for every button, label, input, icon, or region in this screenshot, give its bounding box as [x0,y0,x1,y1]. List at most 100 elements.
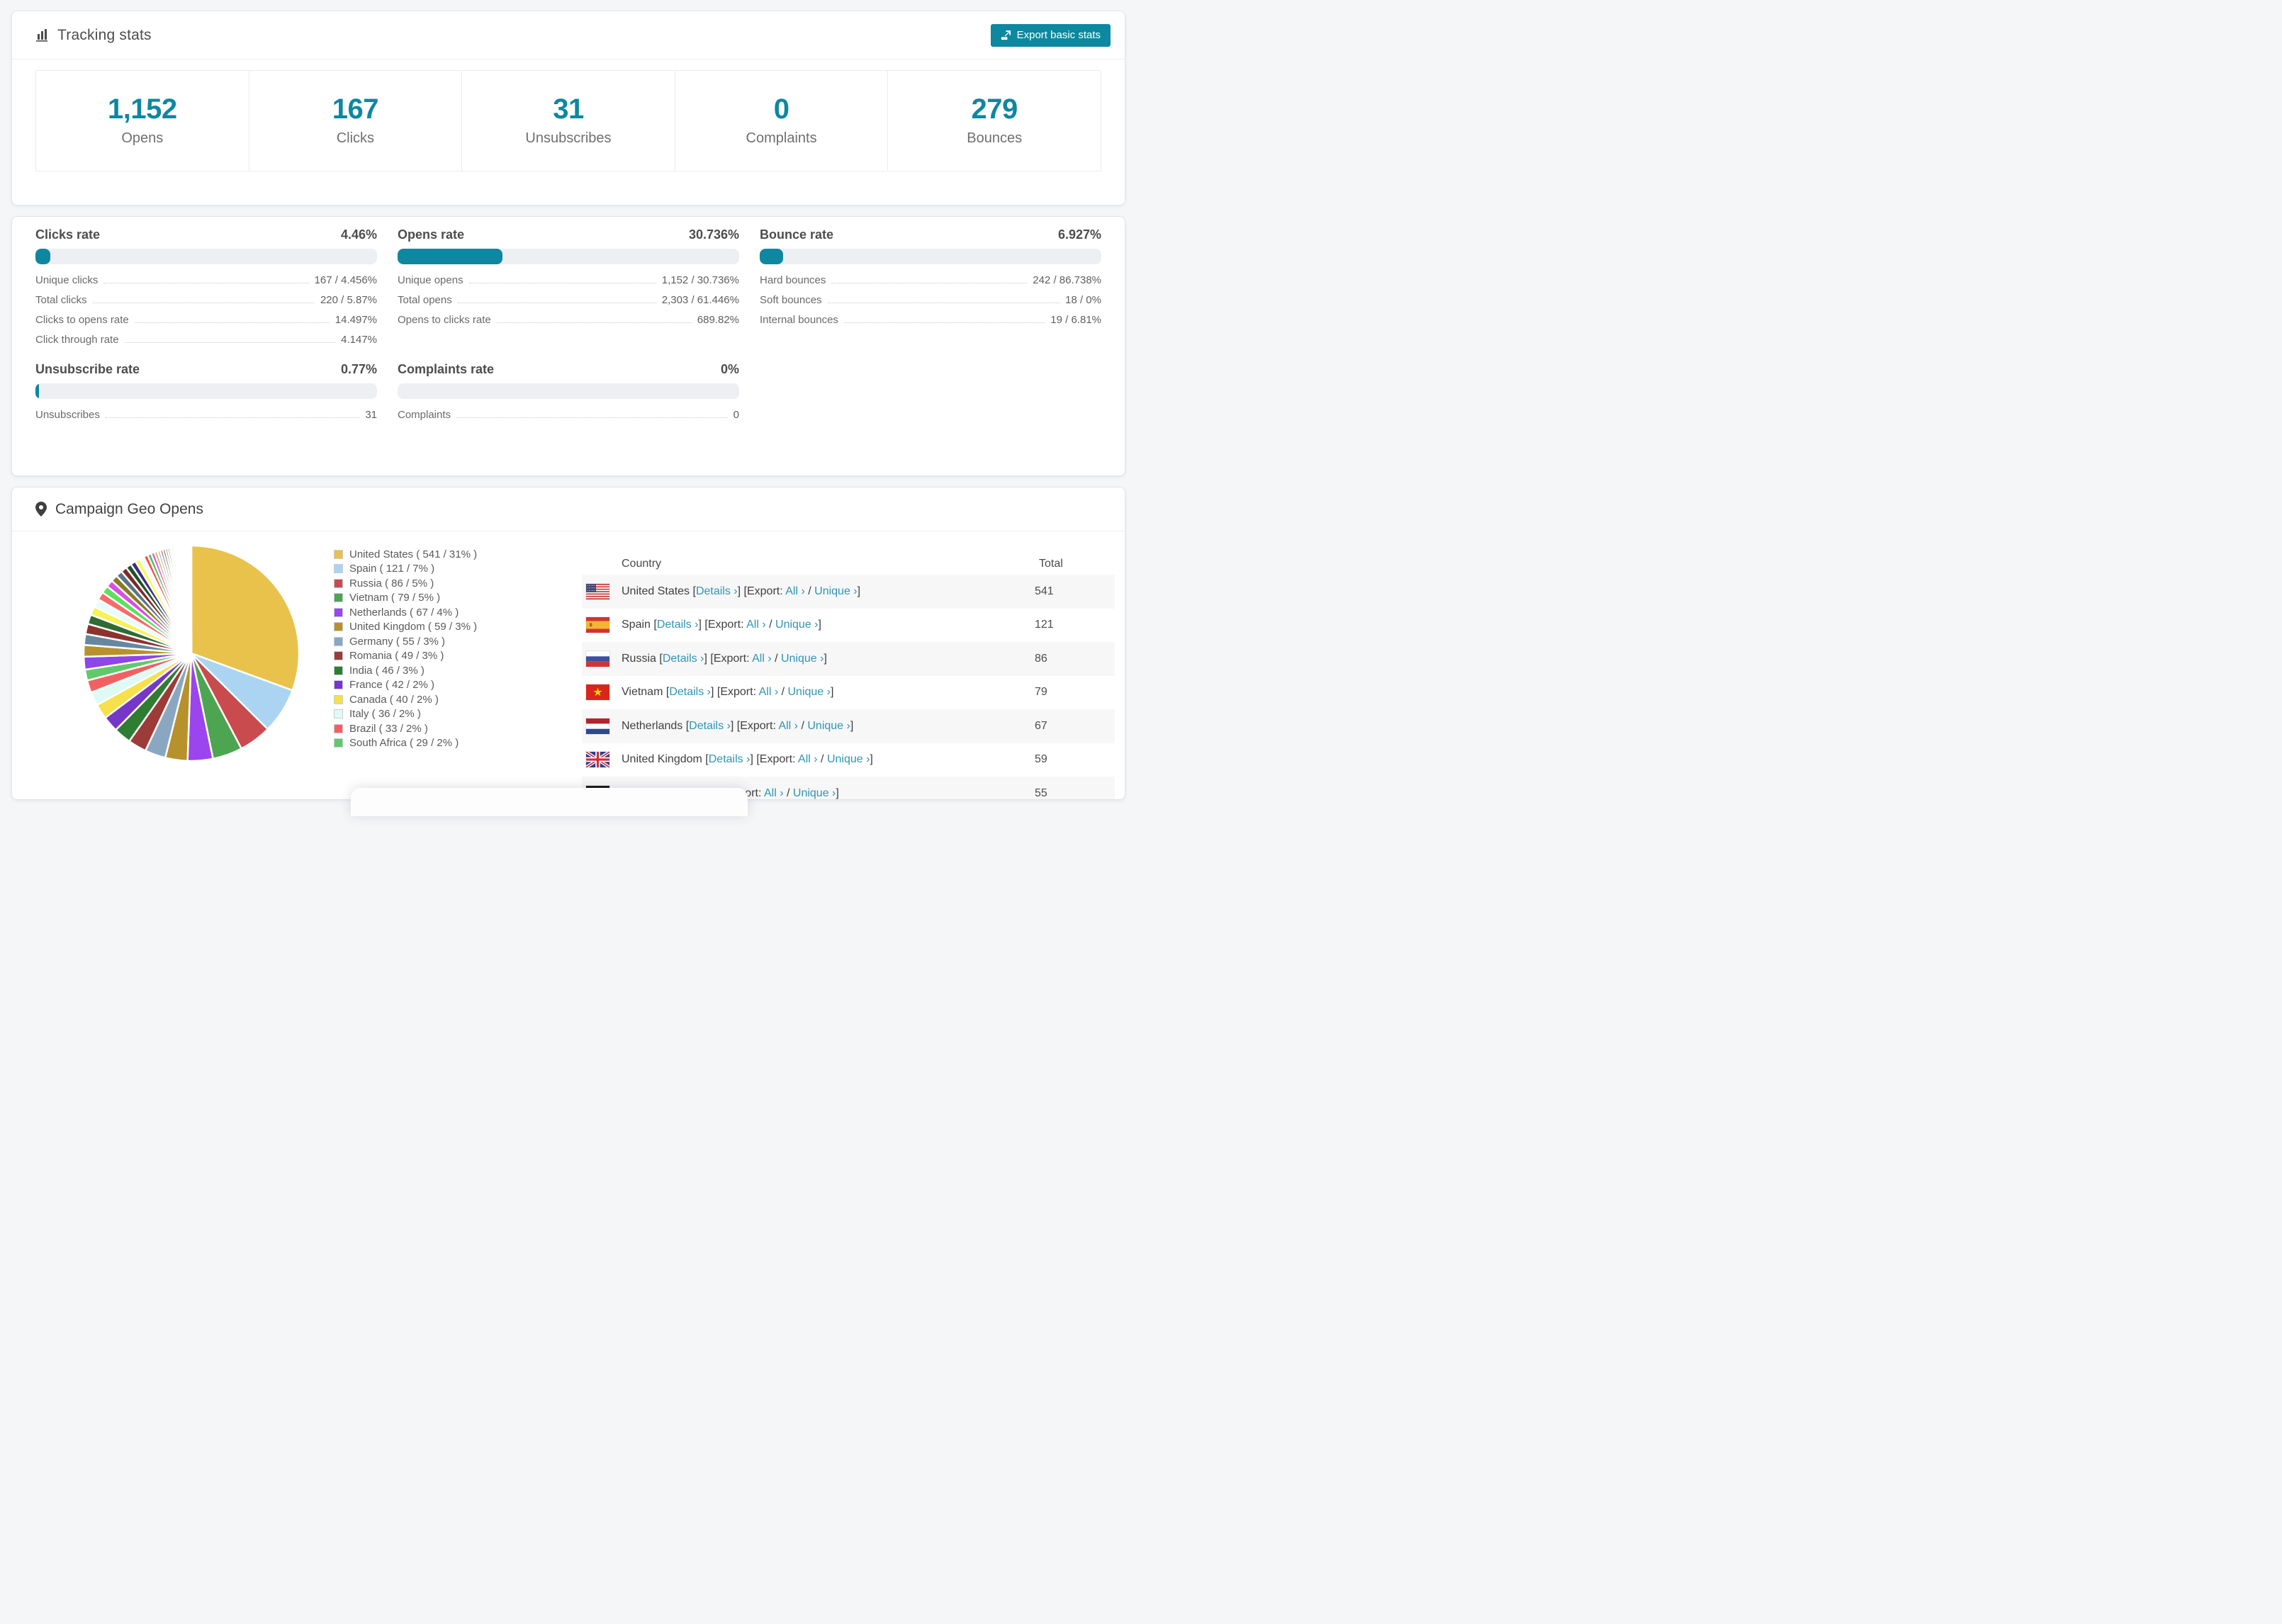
legend-item[interactable]: Romania ( 49 / 3% ) [334,649,477,664]
pie-slice-united-states[interactable] [190,544,300,692]
export-all-link[interactable]: All › [763,786,784,799]
rate-row-label: Unique opens [398,274,463,286]
legend-item[interactable]: United Kingdom ( 59 / 3% ) [334,620,477,635]
legend-swatch [334,549,343,559]
export-unique-link[interactable]: Unique › [826,753,870,766]
legend-label: Vietnam ( 79 / 5% ) [349,592,441,604]
bracket: ] [850,719,854,732]
column-header-country: Country [622,558,662,570]
country-name: Spain [622,619,654,631]
export-all-link[interactable]: All › [798,753,818,766]
rate-row: Unique opens 1,152 / 30.736% [398,270,739,290]
geo-table: Country Total United States [Details ›] … [582,553,1115,799]
geo-row-text: Spain [Details ›] [Export: All › / Uniqu… [622,619,1035,631]
legend-item[interactable]: Brazil ( 33 / 2% ) [334,721,477,736]
legend-item[interactable]: United States ( 541 / 31% ) [334,547,477,562]
rate-title-value: 0% [720,362,739,376]
bracket: ] [Export: [737,585,786,597]
export-all-link[interactable]: All › [785,585,805,597]
details-link[interactable]: Details › [708,753,751,766]
legend-label: Brazil ( 33 / 2% ) [349,722,428,735]
export-unique-link[interactable]: Unique › [792,786,836,799]
rate-rows: Unique clicks 167 / 4.456% Total clicks 220… [35,270,377,349]
export-basic-stats-button[interactable]: Export basic stats [990,23,1111,47]
export-unique-link[interactable]: Unique › [781,652,824,665]
tracking-stats-header: Tracking stats Export basic stats [12,11,1125,60]
legend-swatch [334,636,343,646]
stat-box-opens: 1,152 Opens [36,71,249,171]
rate-progress-bar [398,383,739,399]
rate-row-value: 242 / 86.738% [1033,274,1101,286]
details-link[interactable]: Details › [656,619,699,631]
details-link[interactable]: Details › [662,652,704,665]
rate-progress-fill [35,383,39,399]
export-all-link[interactable]: All › [752,652,772,665]
stat-label: Complaints [746,130,817,146]
export-all-link[interactable]: All › [778,719,799,732]
legend-swatch [334,622,343,632]
legend-swatch [334,607,343,617]
rate-row-label: Hard bounces [760,274,826,286]
rate-title-label: Bounce rate [760,227,834,242]
dotted-leader [105,417,360,418]
details-link[interactable]: Details › [695,585,738,597]
legend-label: Italy ( 36 / 2% ) [349,708,421,721]
dotted-leader [496,322,692,323]
rate-progress-fill [760,249,784,264]
legend-item[interactable]: Germany ( 55 / 3% ) [334,634,477,649]
rate-row: Opens to clicks rate 689.82% [398,310,739,329]
legend-item[interactable]: Spain ( 121 / 7% ) [334,562,477,577]
rate-row-label: Soft bounces [760,293,822,306]
rate-block-opens-rate: Opens rate 30.736% Unique opens 1,152 / 30.… [398,227,739,349]
legend-item[interactable]: Russia ( 86 / 5% ) [334,576,477,591]
rate-row-value: 220 / 5.87% [320,293,377,306]
legend-item[interactable]: Netherlands ( 67 / 4% ) [334,605,477,620]
country-name: United Kingdom [622,753,706,766]
bracket: [ [659,652,663,665]
bracket: ] [818,619,821,631]
rate-title: Clicks rate 4.46% [35,227,377,243]
bracket: [ [653,619,657,631]
details-link[interactable]: Details › [669,686,711,699]
geo-row-text: Netherlands [Details ›] [Export: All › /… [622,720,1035,733]
bracket: ] [Export: [730,719,779,732]
legend-item[interactable]: Vietnam ( 79 / 5% ) [334,591,477,606]
export-unique-link[interactable]: Unique › [775,619,819,631]
bracket: ] [870,753,873,766]
stat-value: 0 [773,94,789,125]
slash: / [771,652,781,665]
rate-row: Unsubscribes 31 [35,405,377,424]
geo-row-text: United Kingdom [Details ›] [Export: All … [622,753,1035,766]
legend-item[interactable]: South Africa ( 29 / 2% ) [334,736,477,751]
rate-title-label: Opens rate [398,227,465,242]
details-link[interactable]: Details › [689,719,731,732]
country-name: Vietnam [622,686,666,699]
export-unique-link[interactable]: Unique › [814,585,858,597]
legend-swatch [334,680,343,690]
legend-item[interactable]: France ( 42 / 2% ) [334,678,477,693]
stat-label: Opens [121,130,164,146]
geo-row-total: 59 [1035,753,1047,766]
legend-swatch [334,665,343,675]
export-unique-link[interactable]: Unique › [787,686,831,699]
rate-row-value: 1,152 / 30.736% [661,274,739,286]
legend-item[interactable]: India ( 46 / 3% ) [334,663,477,678]
geo-table-row-us: United States [Details ›] [Export: All ›… [582,575,1115,609]
legend-item[interactable]: Canada ( 40 / 2% ) [334,692,477,707]
tracking-stats-title: Tracking stats [57,26,152,43]
export-unique-link[interactable]: Unique › [807,719,850,732]
rate-row: Click through rate 4.147% [35,329,377,349]
stat-value: 1,152 [107,94,177,125]
rate-row: Hard bounces 242 / 86.738% [760,270,1101,290]
bracket: [ [665,686,670,699]
rate-block-complaints-rate: Complaints rate 0% Complaints 0 [398,362,739,424]
export-all-link[interactable]: All › [758,686,779,699]
rate-rows: Hard bounces 242 / 86.738% Soft bounces 18 … [760,270,1101,329]
rates-card: Clicks rate 4.46% Unique clicks 167 / 4.456… [11,216,1125,476]
stat-label: Bounces [967,130,1023,146]
export-all-link[interactable]: All › [746,619,766,631]
stat-box-unsubscribes: 31 Unsubscribes [461,71,675,171]
rate-title-value: 30.736% [688,227,739,242]
legend-item[interactable]: Italy ( 36 / 2% ) [334,707,477,722]
rate-progress-bar [398,249,739,264]
